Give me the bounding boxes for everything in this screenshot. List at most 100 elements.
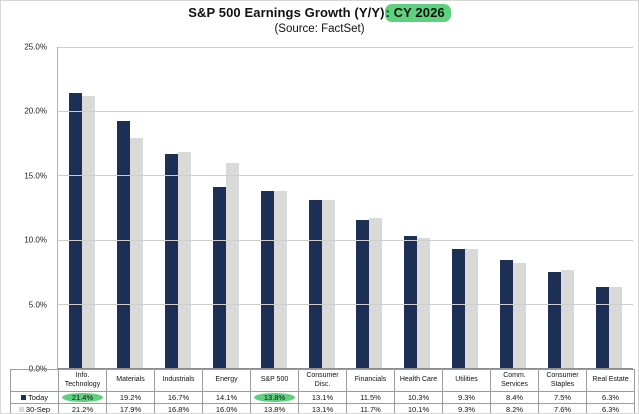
column-header-info-technology: Info. Technology — [58, 369, 107, 392]
bar-30-sep-comm-services — [513, 262, 527, 368]
value-cell-today-s-p-500: 13.8% — [250, 391, 299, 404]
bar-today-s-p-500 — [260, 190, 274, 368]
value-cell-30-sep-info-technology: 21.2% — [58, 403, 107, 413]
bar-series-container — [58, 47, 633, 368]
bar-today-real-estate — [596, 287, 610, 368]
value-cell-today-health-care: 10.3% — [394, 391, 443, 404]
value-cell-30-sep-s-p-500: 13.8% — [250, 403, 299, 413]
legend-cell-today: Today — [10, 391, 59, 404]
column-header-utilities: Utilities — [442, 369, 491, 392]
value-cell-30-sep-health-care: 10.1% — [394, 403, 443, 413]
bar-30-sep-real-estate — [609, 287, 623, 368]
gridline-25 — [58, 47, 633, 48]
chart-title-highlighted: : CY 2026 — [384, 4, 451, 22]
chart-title-plain: S&P 500 Earnings Growth (Y/Y) — [188, 5, 385, 20]
bar-30-sep-consumer-staples — [561, 270, 575, 368]
column-header-consumer-disc: Consumer Disc. — [298, 369, 347, 392]
gridline-10 — [58, 239, 633, 241]
value-cell-30-sep-real-estate: 6.3% — [586, 403, 635, 413]
category-slot-health-care — [393, 47, 441, 368]
bar-today-materials — [116, 121, 130, 368]
category-slot-consumer-staples — [537, 47, 585, 368]
category-slot-materials — [106, 47, 154, 368]
y-tick-label-25: 25.0% — [24, 42, 47, 52]
value-cell-today-consumer-staples: 7.5% — [538, 391, 587, 404]
category-slot-real-estate — [585, 47, 633, 368]
chart-title: S&P 500 Earnings Growth (Y/Y): CY 2026 — [1, 4, 638, 22]
legend-swatch-today — [20, 394, 26, 400]
column-header-real-estate: Real Estate — [586, 369, 635, 392]
category-slot-consumer-disc — [298, 47, 346, 368]
y-tick-label-10: 10.0% — [24, 235, 47, 245]
category-slot-energy — [202, 47, 250, 368]
bar-today-info-technology — [68, 93, 82, 368]
legend-cell-30-sep: 30-Sep — [10, 403, 59, 413]
chart-subtitle: (Source: FactSet) — [274, 23, 365, 35]
y-axis: 0.0% 5.0% 10.0% 15.0% 20.0% 25.0% — [1, 43, 51, 374]
plot-area — [57, 47, 633, 369]
bar-30-sep-s-p-500 — [273, 190, 287, 368]
value-cell-today-comm-services: 8.4% — [490, 391, 539, 404]
column-header-energy: Energy — [202, 369, 251, 392]
bar-30-sep-financials — [369, 217, 383, 368]
gridline-15 — [58, 175, 633, 177]
value-cell-today-industrials: 16.7% — [154, 391, 203, 404]
bar-30-sep-health-care — [417, 238, 431, 368]
bar-today-health-care — [404, 235, 418, 368]
category-slot-industrials — [154, 47, 202, 368]
bar-today-consumer-staples — [548, 271, 562, 368]
bar-30-sep-industrials — [177, 152, 191, 368]
value-cell-today-info-technology: 21.4% — [58, 391, 107, 404]
bar-30-sep-info-technology — [81, 95, 95, 368]
column-header-health-care: Health Care — [394, 369, 443, 392]
bar-today-financials — [356, 220, 370, 368]
table-row-30-sep: 30-Sep 21.2% 17.9% 16.8% 16.0% 13.8% 13.1% 11.7… — [10, 403, 635, 413]
column-header-financials: Financials — [346, 369, 395, 392]
value-cell-30-sep-energy: 16.0% — [202, 403, 251, 413]
gridline-20 — [58, 111, 633, 113]
y-tick-label-20: 20.0% — [24, 106, 47, 116]
value-cell-30-sep-financials: 11.7% — [346, 403, 395, 413]
table-corner-cell — [10, 369, 59, 392]
value-cell-today-materials: 19.2% — [106, 391, 155, 404]
column-header-comm-services: Comm. Services — [490, 369, 539, 392]
legend-swatch-30-sep — [18, 406, 24, 412]
value-cell-30-sep-consumer-disc: 13.1% — [298, 403, 347, 413]
category-slot-utilities — [441, 47, 489, 368]
bar-30-sep-consumer-disc — [321, 199, 335, 368]
bar-today-energy — [212, 186, 226, 368]
value-cell-today-utilities: 9.3% — [442, 391, 491, 404]
category-slot-info-technology — [58, 47, 106, 368]
bar-30-sep-energy — [225, 162, 239, 368]
bar-today-utilities — [452, 248, 466, 368]
y-tick-label-5: 5.0% — [28, 300, 47, 310]
category-slot-financials — [346, 47, 394, 368]
value-cell-30-sep-utilities: 9.3% — [442, 403, 491, 413]
bar-30-sep-utilities — [465, 248, 479, 368]
value-cell-30-sep-consumer-staples: 7.6% — [538, 403, 587, 413]
gridline-5 — [58, 303, 633, 305]
bar-today-consumer-disc — [308, 199, 322, 368]
column-header-consumer-staples: Consumer Staples — [538, 369, 587, 392]
y-tick-label-15: 15.0% — [24, 171, 47, 181]
highlighted-value: 21.4% — [61, 393, 104, 402]
data-table: Info. Technology Materials Industrials Ener… — [10, 369, 635, 413]
value-cell-30-sep-materials: 17.9% — [106, 403, 155, 413]
table-row-today: Today 21.4% 19.2% 16.7% 14.1% 13.8% 13.1% 11.5%… — [10, 391, 635, 404]
category-slot-s-p-500 — [250, 47, 298, 368]
highlighted-value: 13.8% — [253, 393, 296, 402]
category-slot-comm-services — [489, 47, 537, 368]
bar-today-industrials — [164, 153, 178, 368]
value-cell-30-sep-industrials: 16.8% — [154, 403, 203, 413]
value-cell-today-financials: 11.5% — [346, 391, 395, 404]
column-header-industrials: Industrials — [154, 369, 203, 392]
value-cell-today-real-estate: 6.3% — [586, 391, 635, 404]
bar-30-sep-materials — [129, 138, 143, 368]
bar-today-comm-services — [500, 260, 514, 368]
value-cell-today-energy: 14.1% — [202, 391, 251, 404]
column-header-materials: Materials — [106, 369, 155, 392]
value-cell-30-sep-comm-services: 8.2% — [490, 403, 539, 413]
column-header-s-p-500: S&P 500 — [250, 369, 299, 392]
value-cell-today-consumer-disc: 13.1% — [298, 391, 347, 404]
